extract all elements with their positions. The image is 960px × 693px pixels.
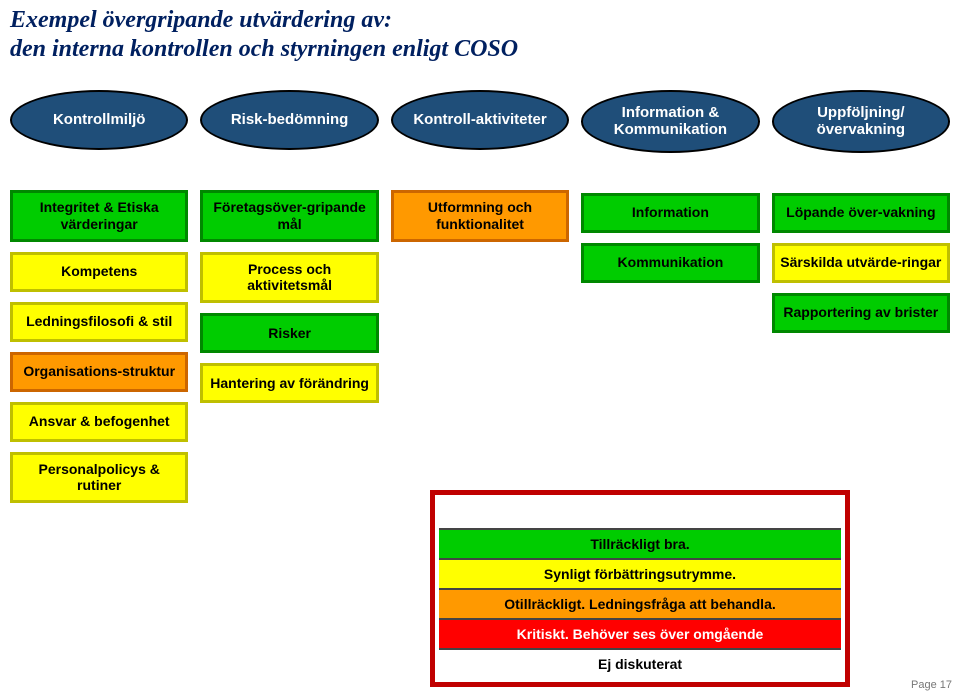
assessment-box: Ansvar & befogenhet (10, 402, 188, 442)
column-header-oval: Kontrollmiljö (10, 90, 188, 150)
coso-column: Risk-bedömning Företagsöver-gripande mål P… (200, 90, 378, 503)
column-header-oval: Kontroll-aktiviteter (391, 90, 569, 150)
assessment-box: Särskilda utvärde-ringar (772, 243, 950, 283)
legend-title: Bedömningsskala (439, 499, 841, 528)
assessment-box: Information (581, 193, 759, 233)
assessment-box: Hantering av förändring (200, 363, 378, 403)
legend-row: Kritiskt. Behöver ses över omgående (439, 618, 841, 648)
legend-row: Ej diskuterat (439, 648, 841, 678)
assessment-box: Rapportering av brister (772, 293, 950, 333)
legend-row: Otillräckligt. Ledningsfråga att behandl… (439, 588, 841, 618)
legend-row: Synligt förbättringsutrymme. (439, 558, 841, 588)
assessment-box: Integritet & Etiska värderingar (10, 190, 188, 242)
page-title: Exempel övergripande utvärdering av: den… (10, 6, 518, 64)
coso-column: Kontroll-aktiviteter Utformning och funkt… (391, 90, 569, 503)
assessment-box: Process och aktivitetsmål (200, 252, 378, 304)
assessment-box: Ledningsfilosofi & stil (10, 302, 188, 342)
title-line1: Exempel övergripande utvärdering av: (10, 7, 392, 33)
column-header-oval: Information & Kommunikation (581, 90, 759, 153)
assessment-box: Organisations-struktur (10, 352, 188, 392)
assessment-box: Kommunikation (581, 243, 759, 283)
column-header-oval: Risk-bedömning (200, 90, 378, 150)
coso-column: Kontrollmiljö Integritet & Etiska värderi… (10, 90, 188, 503)
legend-row: Tillräckligt bra. (439, 528, 841, 558)
assessment-box: Löpande över-vakning (772, 193, 950, 233)
coso-column: Information & Kommunikation Information Ko… (581, 90, 759, 503)
coso-columns: Kontrollmiljö Integritet & Etiska värderi… (10, 90, 950, 503)
assessment-box: Personalpolicys & rutiner (10, 452, 188, 504)
assessment-box: Företagsöver-gripande mål (200, 190, 378, 242)
assessment-box: Utformning och funktionalitet (391, 190, 569, 242)
assessment-box: Kompetens (10, 252, 188, 292)
legend-panel: Bedömningsskala Tillräckligt bra.Synligt… (430, 490, 850, 687)
assessment-box: Risker (200, 313, 378, 353)
page-footer: Page 17 (911, 679, 952, 691)
coso-column: Uppföljning/ övervakning Löpande över-vak… (772, 90, 950, 503)
title-line2: den interna kontrollen och styrningen en… (10, 36, 518, 62)
column-header-oval: Uppföljning/ övervakning (772, 90, 950, 153)
